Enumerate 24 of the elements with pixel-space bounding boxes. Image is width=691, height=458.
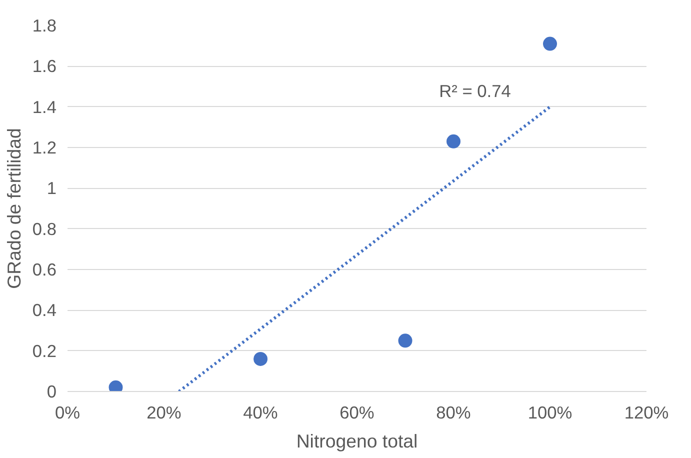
x-tick-label: 40% bbox=[243, 402, 278, 422]
x-axis-title: Nitrogeno total bbox=[296, 430, 418, 452]
y-tick-label: 1.4 bbox=[32, 96, 57, 117]
x-tick-label: 60% bbox=[340, 402, 374, 422]
y-tick-label: 0.4 bbox=[32, 300, 57, 320]
x-tick-label: 120% bbox=[624, 402, 669, 422]
y-tick-label: 1 bbox=[46, 178, 57, 198]
x-tick-label: 80% bbox=[436, 402, 471, 422]
y-tick-label: 0.6 bbox=[32, 260, 57, 280]
x-tick-label: 100% bbox=[528, 402, 572, 422]
x-tick-label: 20% bbox=[146, 402, 182, 422]
y-tick-label: 0.2 bbox=[32, 340, 57, 361]
x-tick-label: 0% bbox=[54, 402, 80, 422]
y-tick-label: 0.8 bbox=[32, 218, 57, 239]
y-tick-label: 1.8 bbox=[32, 16, 57, 36]
point bbox=[543, 36, 557, 51]
y-tick-label: 1.2 bbox=[32, 138, 57, 158]
y-tick-label: 1.6 bbox=[32, 56, 57, 76]
y-axis-title: GRado de fertilidad bbox=[3, 128, 24, 289]
point bbox=[254, 352, 268, 366]
point bbox=[446, 134, 460, 148]
annotation: R² = 0.74 bbox=[439, 80, 512, 101]
y-tick-label: 0 bbox=[46, 382, 57, 402]
point bbox=[398, 334, 412, 348]
